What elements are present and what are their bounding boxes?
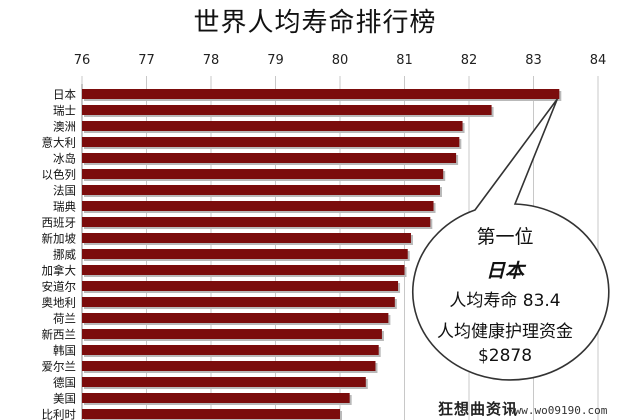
bar xyxy=(82,89,560,99)
callout-bubble xyxy=(412,98,610,381)
category-label: 新加坡 xyxy=(42,232,77,246)
bar xyxy=(82,297,395,307)
category-label: 法国 xyxy=(53,184,76,198)
bar xyxy=(82,105,492,115)
bar xyxy=(82,121,463,131)
x-tick-label: 83 xyxy=(525,53,542,68)
category-label: 德国 xyxy=(53,376,76,390)
callout-layer xyxy=(412,98,610,381)
watermark-logo-text: 狂想曲资讯 xyxy=(438,400,519,418)
x-tick-label: 78 xyxy=(203,53,220,68)
callout-country: 日本 xyxy=(485,260,524,282)
bar xyxy=(82,345,379,355)
category-label: 美国 xyxy=(53,392,76,406)
bar xyxy=(82,265,405,275)
callout-life-expectancy: 人均寿命 83.4 xyxy=(449,291,561,311)
category-label: 荷兰 xyxy=(53,312,76,326)
bar-layer xyxy=(82,89,562,420)
category-label: 新西兰 xyxy=(42,328,77,342)
x-tick-label: 80 xyxy=(332,53,349,68)
x-tick-label: 77 xyxy=(138,53,155,68)
bar xyxy=(82,409,340,419)
bar xyxy=(82,201,434,211)
category-label: 日本 xyxy=(53,88,76,102)
category-label: 挪威 xyxy=(53,248,76,262)
bar xyxy=(82,233,411,243)
x-tick-label: 76 xyxy=(74,53,91,68)
bar xyxy=(82,281,399,291)
bar xyxy=(82,169,444,179)
bar xyxy=(82,393,350,403)
tick-layer: 76 77 78 79 80 81 82 83 84 xyxy=(74,53,607,68)
category-label-layer: 日本瑞士澳洲意大利冰岛以色列法国瑞典西班牙新加坡挪威加拿大安道尔奥地利荷兰新西兰… xyxy=(42,88,77,420)
callout-health-spending-label: 人均健康护理资金 xyxy=(437,322,573,342)
category-label: 韩国 xyxy=(53,344,76,358)
bar xyxy=(82,217,431,227)
category-label: 澳洲 xyxy=(53,120,76,134)
bar xyxy=(82,153,457,163)
category-label: 奥地利 xyxy=(42,296,77,310)
category-label: 加拿大 xyxy=(42,264,77,278)
callout-health-spending-value: $2878 xyxy=(477,346,533,366)
x-tick-label: 81 xyxy=(396,53,413,68)
bar xyxy=(82,185,440,195)
chart-title: 世界人均寿命排行榜 xyxy=(193,8,437,38)
category-label: 冰岛 xyxy=(53,152,76,166)
bar xyxy=(82,137,460,147)
bar xyxy=(82,313,389,323)
x-tick-label: 79 xyxy=(267,53,284,68)
category-label: 爱尔兰 xyxy=(42,360,77,374)
category-label: 安道尔 xyxy=(42,280,77,294)
category-label: 以色列 xyxy=(42,168,77,182)
callout-rank: 第一位 xyxy=(476,226,534,248)
category-label: 瑞典 xyxy=(53,200,76,214)
x-tick-label: 84 xyxy=(590,53,607,68)
bar xyxy=(82,329,382,339)
x-tick-label: 82 xyxy=(461,53,478,68)
bar xyxy=(82,377,366,387)
category-label: 比利时 xyxy=(42,408,77,420)
category-label: 西班牙 xyxy=(42,216,77,230)
bar xyxy=(82,361,376,371)
category-label: 意大利 xyxy=(42,136,77,150)
category-label: 瑞士 xyxy=(53,104,76,118)
bar xyxy=(82,249,408,259)
watermark-url: www.wo09190.com xyxy=(508,404,608,417)
